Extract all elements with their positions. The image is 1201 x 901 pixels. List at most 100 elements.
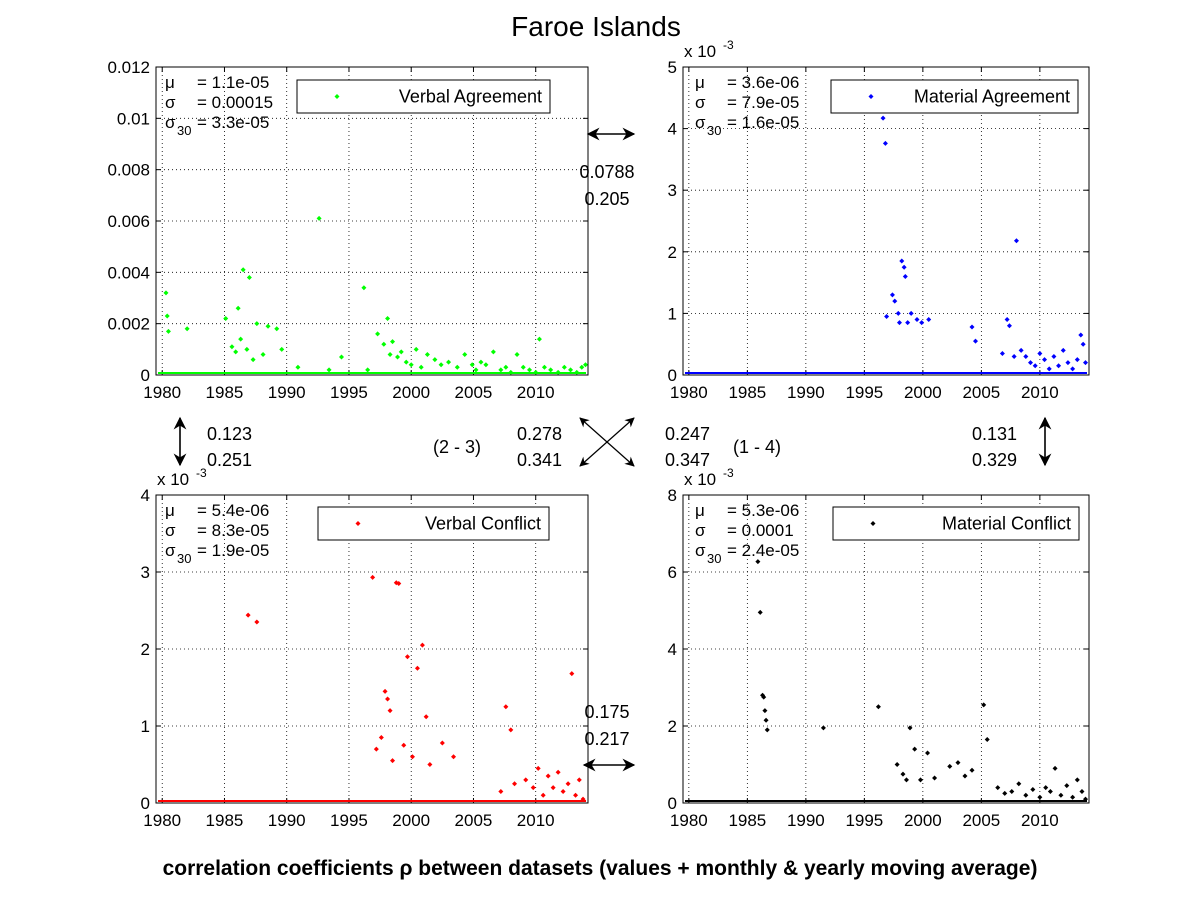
data-point [423, 714, 429, 720]
data-point [1006, 323, 1012, 329]
data-point [880, 115, 886, 121]
correlation-value: 0.347 [665, 450, 710, 470]
data-point [926, 317, 932, 323]
data-point [1074, 357, 1080, 363]
y-tick-label: 3 [141, 563, 150, 582]
axes-frame [155, 66, 589, 376]
data-point [233, 349, 239, 355]
data-point [338, 354, 344, 360]
data-point [244, 346, 250, 352]
data-point [583, 362, 589, 368]
scale-factor-label: x 10 [684, 42, 716, 61]
data-point [408, 362, 414, 368]
y-tick-label: 4 [668, 120, 677, 139]
axes-frame [682, 494, 1090, 804]
correlation-value: 0.175 [584, 702, 629, 722]
stat-value: = 0.0001 [727, 521, 794, 540]
data-point [390, 339, 396, 345]
data-point [1046, 366, 1052, 372]
data-point [274, 326, 280, 332]
data-point [925, 750, 931, 756]
data-point [235, 305, 241, 311]
data-point [884, 313, 890, 319]
y-tick-label: 0 [668, 794, 677, 813]
data-point [229, 344, 235, 350]
stat-symbol: μ [695, 73, 705, 92]
data-point [512, 781, 518, 787]
data-point [265, 323, 271, 329]
panel-material-agreement: 1980 1985 1990 1995 2000 2005 2010 0 1 2 3 4 5 x 10 -3… [668, 38, 1090, 402]
correlation-center: (2 - 3) 0.278 0.341 0.247 0.347 (1 - 4) [433, 417, 781, 470]
data-point [316, 215, 322, 221]
data-point [238, 336, 244, 342]
data-point [1023, 354, 1029, 360]
data-point [508, 727, 514, 733]
data-point [462, 351, 468, 357]
correlation-value: 0.329 [972, 450, 1017, 470]
diagonal-arrow-icon [579, 417, 635, 467]
data-point [1009, 788, 1015, 794]
data-point [914, 317, 920, 323]
data-point [1011, 354, 1017, 360]
correlation-left: 0.123 0.251 [173, 416, 252, 470]
data-point [439, 740, 445, 746]
stat-symbol: μ [695, 501, 705, 520]
y-tick-label: 0 [141, 794, 150, 813]
data-point [899, 258, 905, 264]
x-tick-label: 2000 [392, 383, 430, 402]
data-point [414, 665, 420, 671]
data-point [1037, 794, 1043, 800]
stat-value: = 2.4e-05 [727, 541, 799, 560]
data-point [533, 369, 539, 375]
data-point [403, 359, 409, 365]
scale-factor-exponent: -3 [196, 466, 207, 480]
data-point [580, 796, 586, 802]
figure-title: Faroe Islands [511, 11, 681, 42]
data-point [419, 642, 425, 648]
data-point [1013, 238, 1019, 244]
data-point [401, 742, 407, 748]
correlation-value: 0.341 [517, 450, 562, 470]
x-tick-label: 2010 [1021, 811, 1059, 830]
data-point [245, 612, 251, 618]
data-point [473, 367, 479, 373]
data-point [755, 559, 761, 565]
data-point [404, 654, 410, 660]
data-point [973, 338, 979, 344]
data-point [762, 708, 768, 714]
data-point [962, 773, 968, 779]
data-point [514, 351, 520, 357]
stat-symbol: σ [695, 541, 706, 560]
data-point [385, 696, 391, 702]
y-tick-label: 1 [141, 717, 150, 736]
x-tick-label: 1990 [787, 383, 825, 402]
data-point [560, 788, 566, 794]
data-point [503, 704, 509, 710]
data-point [165, 328, 171, 334]
data-point [947, 763, 953, 769]
correlation-value: 0.131 [972, 424, 1017, 444]
data-point [550, 785, 556, 791]
y-tick-label: 5 [668, 58, 677, 77]
stat-symbol: μ [165, 501, 175, 520]
data-point [378, 735, 384, 741]
data-point [418, 364, 424, 370]
data-point [892, 298, 898, 304]
y-tick-label: 6 [668, 563, 677, 582]
data-point [757, 609, 763, 615]
data-point [498, 788, 504, 794]
data-point [530, 785, 536, 791]
data-point [184, 326, 190, 332]
data-point [246, 274, 252, 280]
y-tick-label: 0.008 [107, 161, 150, 180]
data-point [1080, 341, 1086, 347]
data-point [569, 671, 575, 677]
y-tick-label: 2 [668, 717, 677, 736]
data-point [523, 777, 529, 783]
x-tick-label: 2010 [517, 811, 555, 830]
stat-symbol: μ [165, 73, 175, 92]
data-point [361, 285, 367, 291]
data-point [1016, 781, 1022, 787]
data-point [427, 762, 433, 767]
stat-value: = 3.3e-05 [197, 113, 269, 132]
